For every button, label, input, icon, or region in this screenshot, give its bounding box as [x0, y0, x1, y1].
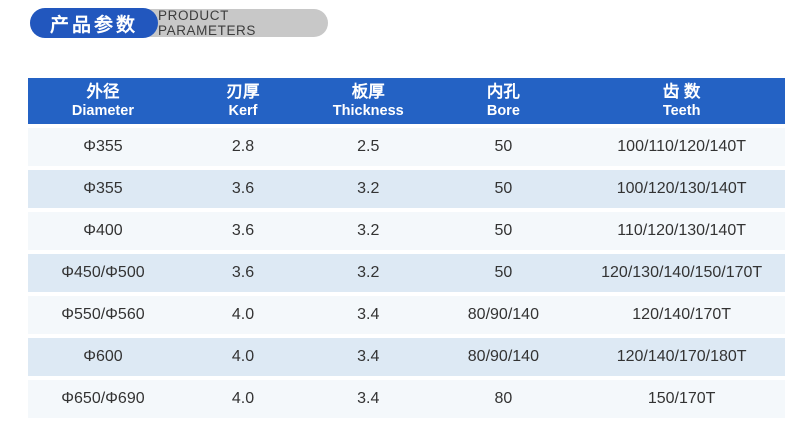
cell-thickness: 3.4	[357, 306, 380, 323]
column-header-diameter-en: Diameter	[71, 103, 134, 120]
cell-teeth: 120/130/140/150/170T	[601, 264, 763, 281]
cell-diameter: Φ600	[83, 348, 123, 365]
table-body: Φ355 2.8 2.5 50 100/110/120/140T Φ355 3.…	[28, 128, 785, 418]
cell-diameter: Φ355	[83, 180, 123, 197]
column-header-kerf: 刃厚 Kerf	[178, 78, 308, 124]
cell-thickness: 2.5	[357, 138, 380, 155]
parameters-table: 外径 Diameter 刃厚 Kerf 板厚 Thickness 内孔 Bore…	[28, 78, 785, 418]
cell-diameter: Φ550/Φ560	[61, 306, 145, 323]
cell-kerf: 3.6	[231, 264, 255, 281]
column-header-bore-cn: 内孔	[486, 82, 520, 101]
table-row: Φ650/Φ690 4.0 3.4 80 150/170T	[28, 380, 785, 418]
column-header-teeth-cn: 齿 数	[662, 82, 701, 101]
column-header-kerf-en: Kerf	[228, 103, 258, 120]
cell-kerf: 3.6	[231, 222, 255, 239]
table-row: Φ355 2.8 2.5 50 100/110/120/140T	[28, 128, 785, 166]
cell-thickness: 3.2	[357, 180, 380, 197]
column-header-kerf-cn: 刃厚	[226, 82, 260, 101]
section-title: PRODUCT PARAMETERS 产品参数	[30, 8, 330, 38]
cell-bore: 80	[494, 390, 513, 407]
cell-thickness: 3.2	[357, 222, 380, 239]
cell-bore: 80/90/140	[467, 348, 539, 365]
cell-thickness: 3.4	[357, 390, 380, 407]
cell-bore: 80/90/140	[467, 306, 539, 323]
cell-diameter: Φ650/Φ690	[61, 390, 145, 407]
cell-teeth: 120/140/170T	[632, 306, 732, 323]
cell-kerf: 4.0	[231, 390, 255, 407]
title-cn-label: 产品参数	[49, 14, 138, 36]
cell-bore: 50	[494, 180, 513, 197]
title-cn-pill: 产品参数	[30, 8, 158, 38]
table-header-row: 外径 Diameter 刃厚 Kerf 板厚 Thickness 内孔 Bore…	[28, 78, 785, 124]
cell-diameter: Φ450/Φ500	[61, 264, 145, 281]
column-header-diameter-cn: 外径	[86, 82, 120, 101]
cell-teeth: 150/170T	[647, 390, 716, 407]
column-header-thickness: 板厚 Thickness	[308, 78, 428, 124]
column-header-bore: 内孔 Bore	[428, 78, 578, 124]
column-header-thickness-cn: 板厚	[351, 82, 385, 101]
cell-kerf: 4.0	[231, 306, 255, 323]
cell-teeth: 100/110/120/140T	[617, 138, 746, 155]
cell-kerf: 2.8	[231, 138, 255, 155]
cell-bore: 50	[494, 222, 513, 239]
cell-thickness: 3.4	[357, 348, 380, 365]
table-row: Φ450/Φ500 3.6 3.2 50 120/130/140/150/170…	[28, 254, 785, 292]
cell-thickness: 3.2	[357, 264, 380, 281]
table-row: Φ400 3.6 3.2 50 110/120/130/140T	[28, 212, 785, 250]
cell-teeth: 120/140/170/180T	[616, 348, 747, 365]
column-header-thickness-en: Thickness	[332, 103, 404, 120]
column-header-teeth: 齿 数 Teeth	[578, 78, 785, 124]
table-row: Φ355 3.6 3.2 50 100/120/130/140T	[28, 170, 785, 208]
cell-teeth: 110/120/130/140T	[617, 222, 746, 239]
title-en-label: PRODUCT PARAMETERS	[158, 8, 257, 38]
cell-bore: 50	[494, 264, 513, 281]
table-row: Φ600 4.0 3.4 80/90/140 120/140/170/180T	[28, 338, 785, 376]
column-header-teeth-en: Teeth	[662, 103, 701, 120]
cell-bore: 50	[494, 138, 513, 155]
cell-diameter: Φ400	[83, 222, 123, 239]
table-row: Φ550/Φ560 4.0 3.4 80/90/140 120/140/170T	[28, 296, 785, 334]
column-header-diameter: 外径 Diameter	[28, 78, 178, 124]
cell-kerf: 4.0	[231, 348, 255, 365]
column-header-bore-en: Bore	[486, 103, 520, 120]
cell-kerf: 3.6	[231, 180, 255, 197]
cell-teeth: 100/120/130/140T	[616, 180, 747, 197]
cell-diameter: Φ355	[83, 138, 123, 155]
